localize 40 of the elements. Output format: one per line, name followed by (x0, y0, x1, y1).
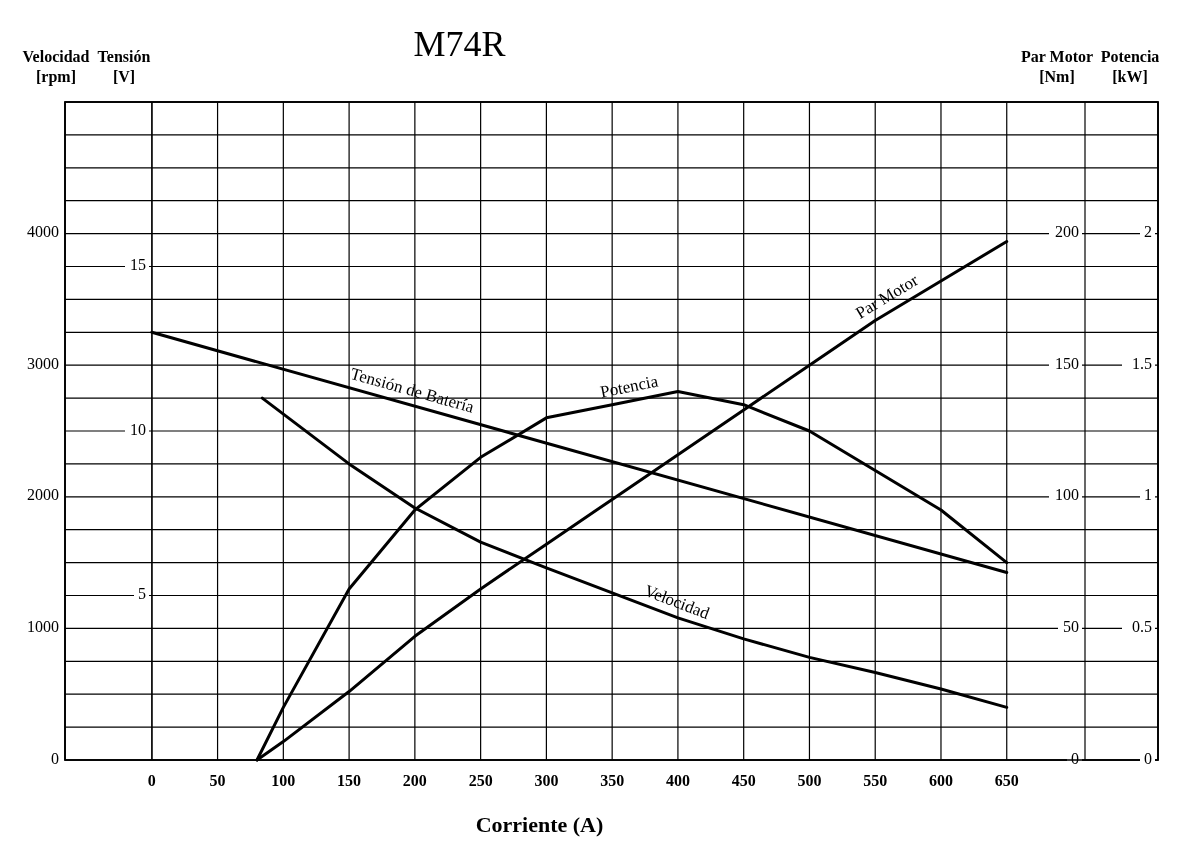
x-tick-label: 300 (534, 772, 559, 789)
y-tick-label: 2000 (27, 486, 59, 504)
x-tick-label: 500 (797, 772, 822, 789)
text: Tensión de Batería (348, 364, 477, 417)
x-tick-label: 400 (665, 772, 690, 789)
x-tick-label: 250 (468, 772, 493, 789)
y-tick-label: 2 (1144, 223, 1152, 241)
y3-axis-title: Par Motor [Nm] (1020, 48, 1094, 85)
y-tick-label: 0.5 (1132, 618, 1152, 636)
y-tick-label: 1 (1144, 486, 1152, 504)
y-tick-label: 0 (51, 749, 59, 767)
chart-title: M74R (413, 24, 506, 64)
x-tick-label: 100 (271, 772, 296, 789)
x-tick-label: 150 (337, 772, 362, 789)
y2-tick-label: 10 (130, 420, 146, 438)
y3-tick-label: 150 (1055, 354, 1079, 372)
y-tick-label: 4000 (27, 223, 59, 241)
y2-tick-label: 5 (138, 585, 146, 603)
x-tick-label: 0 (147, 772, 156, 789)
x-tick-label: 50 (209, 772, 226, 789)
y-tick-label: 0 (1144, 749, 1152, 767)
y3-tick-label: 100 (1055, 486, 1079, 504)
text: Potencia (598, 371, 661, 402)
x-tick-label: 200 (402, 772, 427, 789)
y2-axis-title: Tensión [V] (97, 48, 151, 85)
x-axis-title: Corriente (A) (475, 812, 604, 837)
y-tick-label: 1000 (27, 618, 59, 636)
x-tick-label: 450 (731, 772, 756, 789)
x-tick-label: 650 (994, 772, 1019, 789)
y3-tick-label: 200 (1055, 223, 1079, 241)
x-tick-label: 600 (928, 772, 953, 789)
x-tick-label: 350 (600, 772, 625, 789)
y-tick-label: 1.5 (1132, 354, 1152, 372)
y-axis-title: Potencia [kW] (1100, 48, 1160, 85)
y3-tick-label: 50 (1063, 618, 1079, 636)
y-axis-title: Velocidad [rpm] (22, 48, 90, 86)
x-tick-label: 550 (863, 772, 888, 789)
text: Par Motor (852, 270, 922, 323)
y2-tick-label: 15 (130, 256, 146, 274)
y-tick-label: 3000 (27, 354, 59, 372)
